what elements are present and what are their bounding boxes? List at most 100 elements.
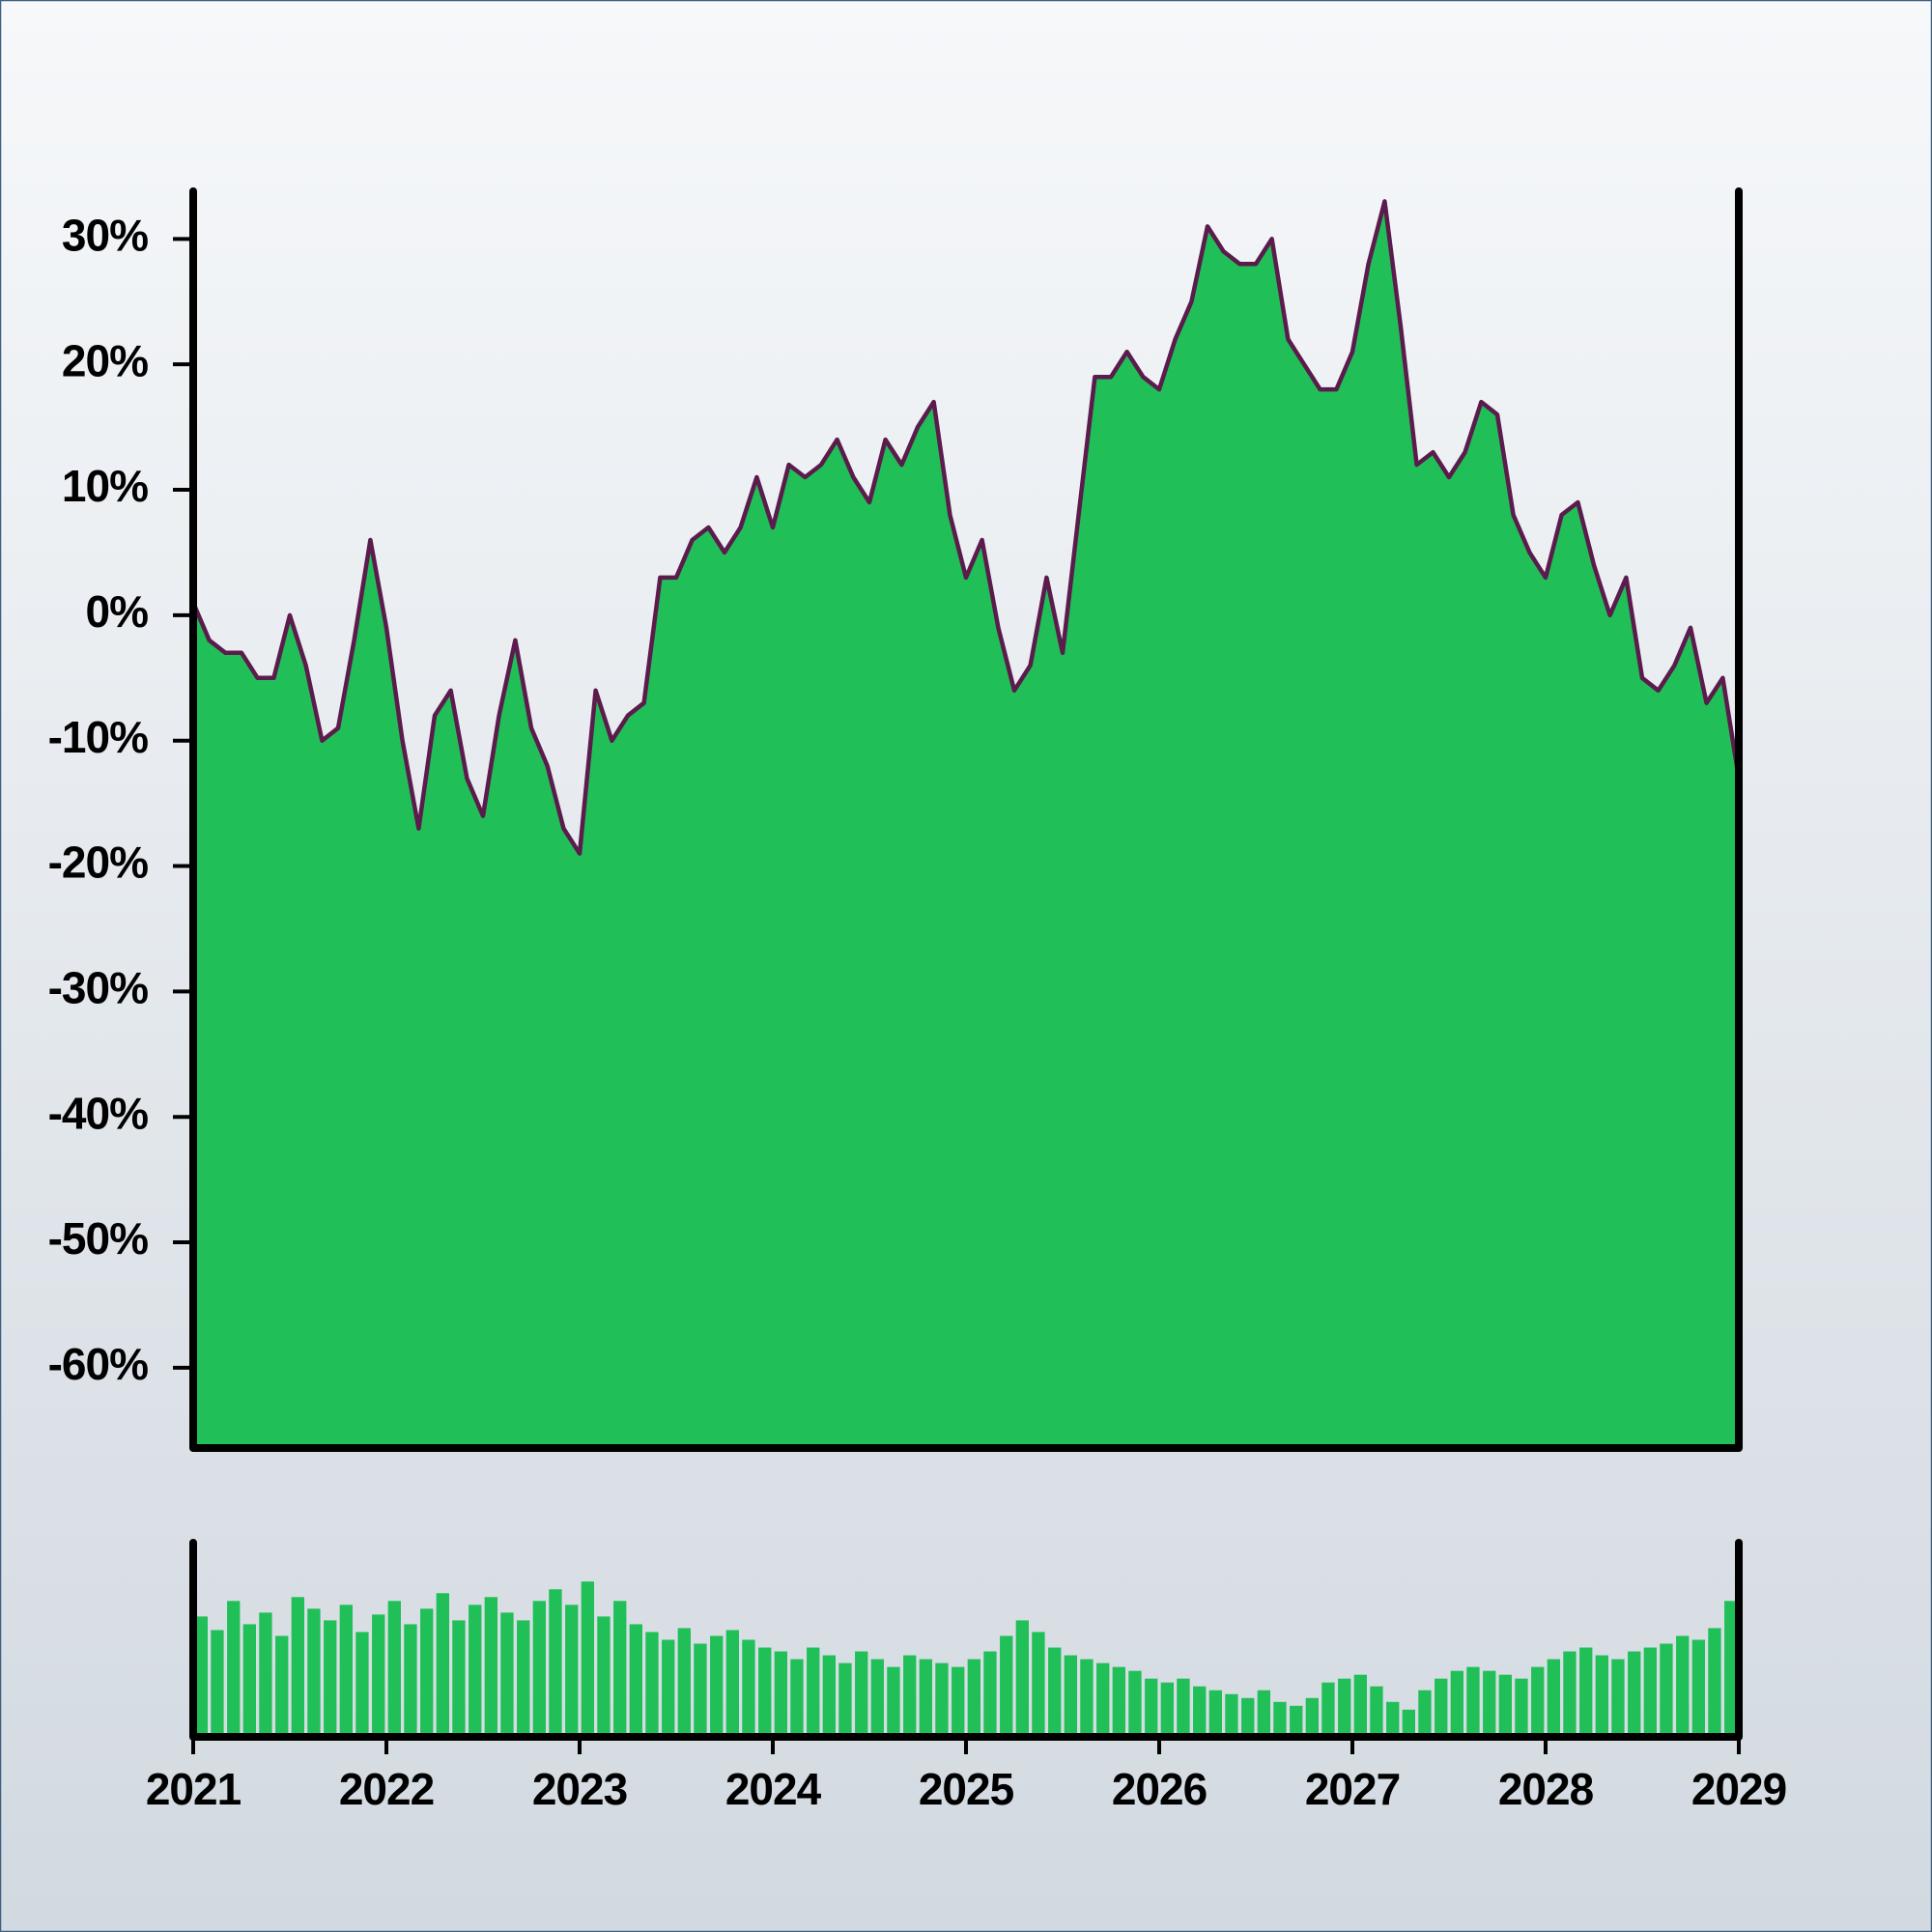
volume-bar bbox=[1177, 1678, 1190, 1737]
volume-bar bbox=[1563, 1651, 1577, 1737]
volume-bar bbox=[404, 1624, 417, 1737]
volume-bar bbox=[1064, 1655, 1077, 1737]
volume-bar bbox=[1450, 1670, 1463, 1737]
volume-bar bbox=[1000, 1635, 1013, 1737]
volume-bar bbox=[1160, 1682, 1174, 1737]
volume-bar bbox=[662, 1639, 675, 1737]
volume-bar bbox=[324, 1620, 337, 1737]
volume-bar bbox=[387, 1601, 401, 1737]
volume-bar bbox=[1032, 1632, 1045, 1737]
volume-bar bbox=[1273, 1701, 1287, 1737]
volume-bar bbox=[1466, 1666, 1480, 1737]
volume-bar bbox=[1531, 1666, 1545, 1737]
volume-bar bbox=[807, 1647, 820, 1737]
volume-bar bbox=[710, 1635, 724, 1737]
x-tick-label: 2022 bbox=[339, 1764, 434, 1814]
volume-bar bbox=[307, 1608, 321, 1737]
volume-bar bbox=[1498, 1674, 1512, 1737]
volume-bar bbox=[1611, 1659, 1625, 1737]
volume-bar bbox=[1112, 1666, 1125, 1737]
volume-bar bbox=[291, 1597, 304, 1737]
x-tick-label: 2028 bbox=[1498, 1764, 1594, 1814]
volume-bar bbox=[645, 1632, 659, 1737]
y-tick-label: 20% bbox=[62, 335, 148, 385]
volume-bar bbox=[1128, 1670, 1142, 1737]
x-tick-label: 2026 bbox=[1112, 1764, 1207, 1814]
volume-bar bbox=[355, 1632, 369, 1737]
volume-bar bbox=[339, 1605, 353, 1737]
volume-bar bbox=[1643, 1647, 1657, 1737]
volume-bar bbox=[838, 1662, 852, 1737]
volume-bar bbox=[1547, 1659, 1560, 1737]
volume-bar bbox=[952, 1666, 965, 1737]
volume-bar bbox=[372, 1614, 385, 1737]
volume-bar bbox=[211, 1630, 224, 1737]
volume-bar bbox=[597, 1616, 611, 1737]
volume-bar bbox=[484, 1597, 497, 1737]
volume-bar bbox=[532, 1601, 546, 1737]
volume-bar bbox=[1691, 1639, 1705, 1737]
volume-bar bbox=[1145, 1678, 1158, 1737]
x-tick-label: 2024 bbox=[725, 1764, 822, 1814]
volume-bar bbox=[725, 1630, 739, 1737]
volume-bar bbox=[758, 1647, 772, 1737]
volume-bar bbox=[1724, 1601, 1738, 1737]
volume-bar bbox=[1015, 1620, 1029, 1737]
volume-bar bbox=[1241, 1697, 1255, 1737]
y-tick-label: 30% bbox=[62, 210, 148, 260]
y-tick-label: 10% bbox=[62, 461, 148, 511]
volume-bar bbox=[452, 1620, 466, 1737]
volume-bar bbox=[1435, 1678, 1448, 1737]
volume-bar bbox=[1595, 1655, 1608, 1737]
volume-bar bbox=[887, 1666, 900, 1737]
y-tick-label: -60% bbox=[48, 1339, 148, 1389]
volume-bar bbox=[581, 1581, 594, 1737]
volume-bar bbox=[870, 1659, 884, 1737]
axis-spine bbox=[189, 187, 1743, 1452]
volume-bar bbox=[517, 1620, 530, 1737]
volume-bar bbox=[1225, 1693, 1238, 1737]
volume-bar bbox=[677, 1628, 691, 1737]
volume-bar bbox=[1080, 1659, 1094, 1737]
volume-bar bbox=[967, 1659, 980, 1737]
volume-bar bbox=[259, 1612, 272, 1737]
volume-bar bbox=[500, 1612, 514, 1737]
y-tick-label: -10% bbox=[48, 712, 148, 762]
volume-bar bbox=[629, 1624, 642, 1737]
volume-bar bbox=[227, 1601, 241, 1737]
volume-bar bbox=[1628, 1651, 1641, 1737]
y-tick-label: -40% bbox=[48, 1088, 148, 1138]
volume-bar bbox=[1515, 1678, 1528, 1737]
y-tick-label: 0% bbox=[86, 586, 149, 637]
volume-bar bbox=[420, 1608, 434, 1737]
y-tick-label: -20% bbox=[48, 838, 148, 888]
volume-bar bbox=[935, 1662, 949, 1737]
x-tick-label: 2027 bbox=[1305, 1764, 1400, 1814]
x-tick-label: 2025 bbox=[919, 1764, 1014, 1814]
volume-bar bbox=[194, 1616, 208, 1737]
volume-bar bbox=[983, 1651, 997, 1737]
volume-bar bbox=[242, 1624, 256, 1737]
x-tick-label: 2023 bbox=[532, 1764, 627, 1814]
volume-bar bbox=[1338, 1678, 1351, 1737]
axis-spine bbox=[189, 1539, 1743, 1741]
volume-bar bbox=[1096, 1662, 1110, 1737]
volume-bar bbox=[1483, 1670, 1496, 1737]
volume-bar bbox=[694, 1643, 707, 1737]
volume-bar bbox=[1708, 1628, 1721, 1737]
volume-bar bbox=[1353, 1674, 1367, 1737]
x-tick-label: 2029 bbox=[1691, 1764, 1786, 1814]
volume-bar bbox=[1676, 1635, 1690, 1737]
volume-bar bbox=[742, 1639, 755, 1737]
volume-bar bbox=[1193, 1686, 1207, 1737]
volume-bar bbox=[565, 1605, 579, 1737]
volume-bar bbox=[469, 1605, 482, 1737]
y-tick-label: -30% bbox=[48, 963, 148, 1013]
volume-bar bbox=[790, 1659, 804, 1737]
volume-bar bbox=[1660, 1643, 1673, 1737]
plots: -60% -50% -40% -30% -20% -10% 0% 10% 20% 30% 2021 2… bbox=[48, 187, 1787, 1814]
area-fill bbox=[193, 201, 1739, 1448]
volume-bar bbox=[903, 1655, 917, 1737]
volume-bar bbox=[1386, 1701, 1400, 1737]
